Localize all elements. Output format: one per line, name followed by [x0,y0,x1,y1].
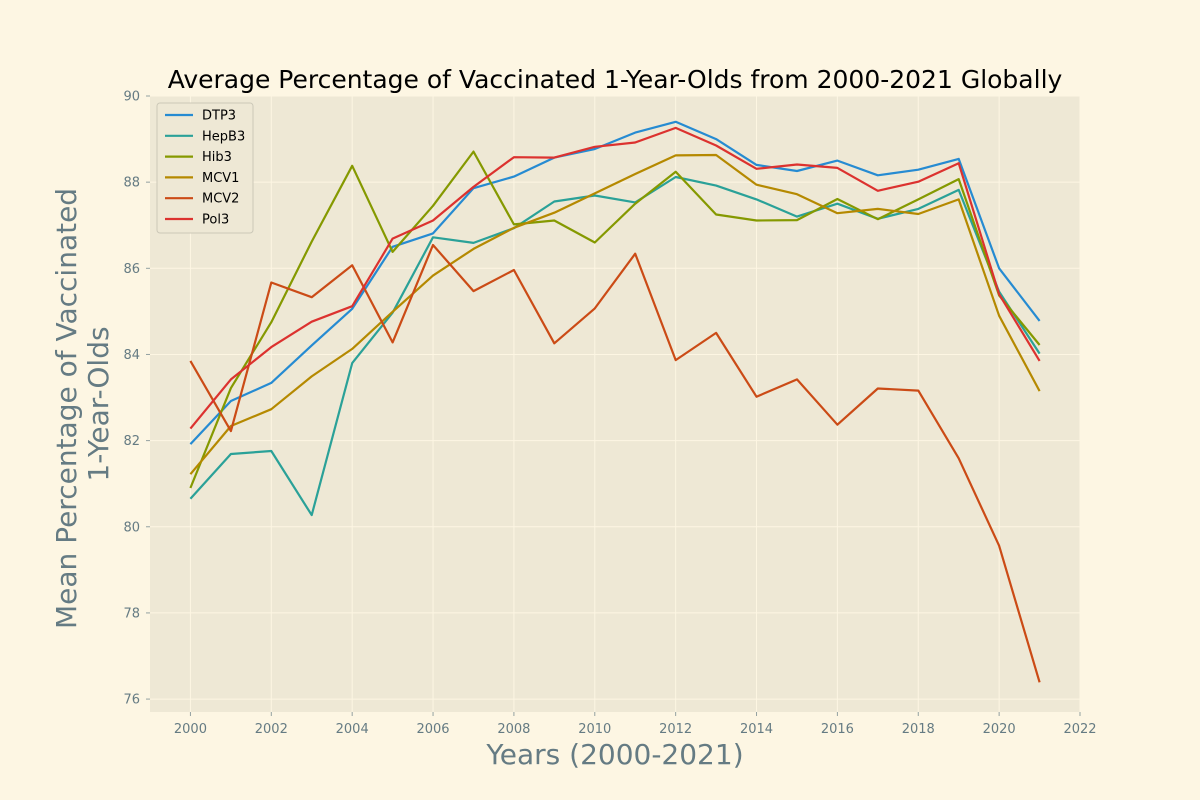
series-line-mcv2 [189,243,1041,683]
chart-title: Average Percentage of Vaccinated 1-Year-… [168,65,1063,94]
x-axis: 2000 2002 2004 2006 2008 2010 2012 2014 2016 2018… [174,712,1097,737]
series-lines [189,120,1041,683]
x-tick-label: 2012 [659,722,692,737]
y-tick-label: 84 [123,348,140,363]
series-line-dtp3 [189,120,1041,445]
x-tick-label: 2018 [902,722,935,737]
legend: DTP3 HepB3 Hib3 MCV1 MCV2 Pol3 [156,102,254,234]
series-line-hib3 [189,150,1041,489]
legend-label-pol3: Pol3 [202,213,229,228]
legend-label-hepb3: HepB3 [202,129,245,144]
y-tick-label: 78 [123,606,140,621]
y-axis-label-line-1: Mean Percentage of Vaccinated [50,188,83,629]
y-tick-label: 80 [123,520,140,535]
y-axis-label: Mean Percentage of Vaccinated 1-Year-Old… [50,179,115,629]
x-tick-label: 2008 [497,722,530,737]
y-axis-label-line-2: 1-Year-Olds [82,326,115,481]
x-tick-label: 2004 [336,722,369,737]
y-tick-label: 76 [123,693,140,708]
series-line-hepb3 [189,175,1041,517]
x-tick-label: 2000 [174,722,207,737]
legend-label-mcv2: MCV2 [202,192,239,207]
x-tick-label: 2006 [416,722,449,737]
y-tick-label: 86 [123,262,140,277]
x-tick-label: 2016 [821,722,854,737]
legend-label-hib3: Hib3 [202,150,232,165]
x-tick-label: 2020 [983,722,1016,737]
x-tick-label: 2014 [740,722,773,737]
series-line-pol3 [189,126,1041,430]
legend-label-dtp3: DTP3 [202,109,236,124]
y-tick-label: 88 [123,176,140,191]
x-tick-label: 2002 [255,722,288,737]
y-axis: 76 78 80 82 84 86 88 90 [123,90,150,708]
series-line-mcv1 [189,153,1041,475]
legend-label-mcv1: MCV1 [202,171,239,186]
x-tick-label: 2010 [578,722,611,737]
y-tick-label: 90 [123,90,140,105]
x-tick-label: 2022 [1063,722,1096,737]
y-tick-label: 82 [123,434,140,449]
x-axis-label: Years (2000-2021) [485,738,743,771]
